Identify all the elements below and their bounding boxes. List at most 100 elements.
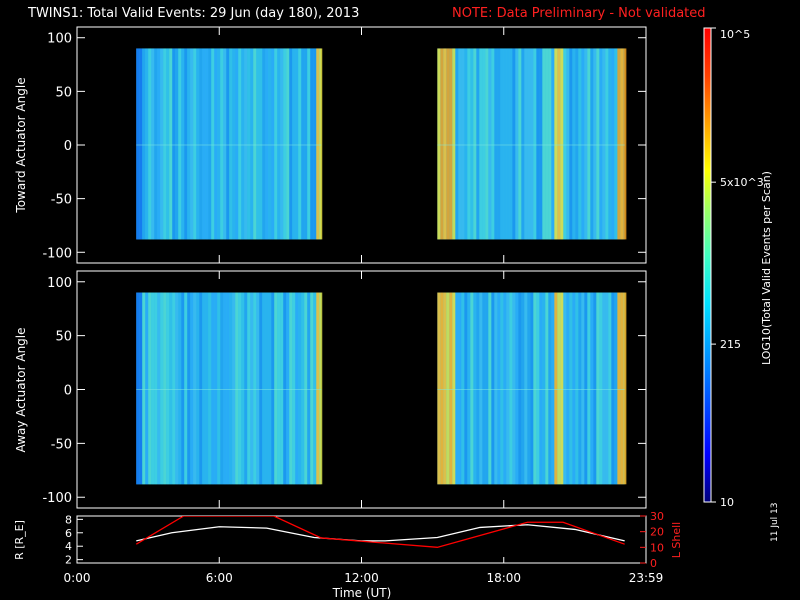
heatmap-stripe — [446, 292, 450, 485]
heatmap-stripe — [217, 292, 221, 485]
heatmap-stripe — [548, 292, 552, 485]
heatmap-stripe — [226, 292, 230, 485]
heatmap-stripe — [250, 48, 254, 240]
heatmap-stripe — [283, 292, 287, 485]
heatmap-stripe — [512, 48, 516, 240]
y-tick-label-right: 0 — [650, 557, 657, 570]
heatmap-stripe — [223, 292, 227, 485]
heatmap-stripe — [214, 48, 218, 240]
heatmap-stripe — [307, 48, 311, 240]
heatmap-stripe — [178, 48, 182, 240]
heatmap-stripe — [590, 292, 594, 485]
heatmap-stripe — [473, 292, 477, 485]
heatmap-stripe — [226, 48, 230, 240]
heatmap-stripe — [244, 48, 248, 240]
heatmap-stripe — [542, 48, 546, 240]
heatmap-stripe — [524, 48, 528, 240]
heatmap-stripe — [277, 292, 281, 485]
colorbar-ticks: 10 215 5x10^3 10^5 — [711, 27, 764, 509]
heatmap-stripe — [449, 48, 453, 240]
heatmap-stripe — [494, 48, 498, 240]
heatmap-stripe — [196, 48, 200, 240]
heatmap-stripe — [542, 292, 546, 485]
heatmap-stripe — [181, 48, 185, 240]
heatmap-stripe — [572, 48, 576, 240]
heatmap-stripe — [464, 292, 468, 485]
heatmap-stripe — [533, 292, 537, 485]
heatmap-stripe — [476, 292, 480, 485]
heatmap-stripe — [623, 48, 627, 240]
heatmap-stripe — [187, 292, 191, 485]
heatmap-stripe — [500, 48, 504, 240]
preliminary-note: NOTE: Data Preliminary - Not validated — [452, 6, 706, 21]
heatmap-stripe — [518, 48, 522, 240]
heatmap-stripe — [136, 292, 140, 485]
heatmap-stripe — [169, 292, 173, 485]
colorbar — [703, 27, 712, 503]
colorbar-tick-label: 215 — [720, 338, 741, 351]
y-tick-label-left: 4 — [65, 540, 72, 553]
heatmap-stripe — [295, 48, 299, 240]
heatmap-stripe — [148, 48, 152, 240]
heatmap-stripe — [473, 48, 477, 240]
date-stamp: 11 Jul 13 — [770, 502, 780, 543]
heatmap-stripe — [193, 48, 197, 240]
heatmap-layer — [136, 48, 627, 485]
heatmap-stripe — [446, 48, 450, 240]
heatmap-stripe — [301, 292, 305, 485]
heatmap-stripe — [548, 48, 552, 240]
heatmap-stripe — [521, 292, 525, 485]
heatmap-stripe — [163, 48, 167, 240]
heatmap-stripe — [304, 48, 308, 240]
heatmap-stripe — [596, 292, 600, 485]
heatmap-stripe — [500, 292, 504, 485]
heatmap-stripe — [608, 292, 612, 485]
heatmap-stripe — [277, 48, 281, 240]
heatmap-stripe — [551, 48, 555, 240]
heatmap-stripe — [292, 292, 296, 485]
heatmap-stripe — [184, 292, 188, 485]
heatmap-stripe — [506, 292, 510, 485]
heatmap-stripe — [187, 48, 191, 240]
heatmap-stripe — [247, 292, 251, 485]
heatmap-stripe — [533, 48, 537, 240]
heatmap-stripe — [289, 48, 293, 240]
heatmap-stripe — [139, 48, 143, 240]
heatmap-stripe — [551, 292, 555, 485]
heatmap-stripe — [488, 292, 492, 485]
y-tick-label: 100 — [47, 276, 72, 291]
heatmap-stripe — [527, 292, 531, 485]
bottom-panel-ylabel-right: L Shell — [670, 522, 683, 558]
heatmap-stripe — [142, 292, 146, 485]
heatmap-stripe — [259, 48, 263, 240]
heatmap-stripe — [581, 292, 585, 485]
heatmap-stripe — [491, 292, 495, 485]
heatmap-stripe — [253, 292, 257, 485]
heatmap-stripe — [509, 48, 513, 240]
heatmap-stripe — [587, 292, 591, 485]
heatmap-stripe — [289, 292, 293, 485]
y-tick-label: 50 — [55, 85, 72, 100]
heatmap-stripe — [181, 292, 185, 485]
heatmap-stripe — [274, 48, 278, 240]
heatmap-stripe — [253, 48, 257, 240]
heatmap-stripe — [223, 48, 227, 240]
heatmap-stripe — [605, 292, 609, 485]
heatmap-stripe — [611, 292, 615, 485]
heatmap-stripe — [623, 292, 627, 485]
heatmap-stripe — [554, 48, 558, 240]
heatmap-stripe — [157, 292, 161, 485]
heatmap-stripe — [316, 292, 320, 485]
x-tick-label: 18:00 — [486, 571, 521, 585]
heatmap-stripe — [509, 292, 513, 485]
x-tick-label: 6:00 — [206, 571, 233, 585]
heatmap-stripe — [614, 292, 618, 485]
heatmap-stripe — [256, 292, 260, 485]
heatmap-stripe — [235, 48, 239, 240]
heatmap-stripe — [479, 48, 483, 240]
heatmap-stripe — [286, 292, 290, 485]
heatmap-stripe — [578, 292, 582, 485]
heatmap-stripe — [485, 292, 489, 485]
colorbar-tick-label: 10^5 — [720, 28, 750, 41]
